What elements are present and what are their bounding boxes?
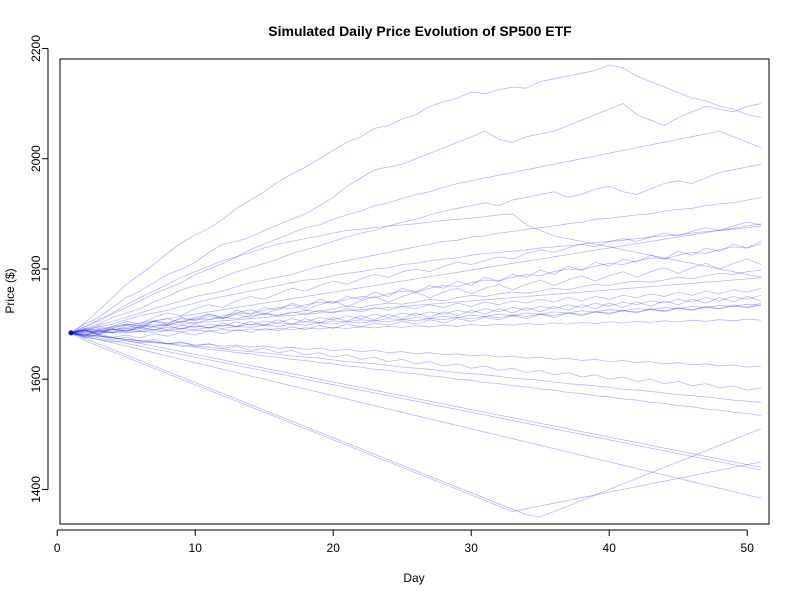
x-axis-label: Day (403, 571, 424, 585)
series-line-27 (70, 277, 762, 334)
x-tick-label: 50 (741, 541, 755, 555)
series-line-19 (70, 296, 762, 336)
x-axis: 0 10 20 30 40 50 (54, 529, 755, 555)
y-axis: 1400 1600 1800 2000 2200 (29, 35, 49, 503)
y-tick-label: 2200 (29, 35, 43, 62)
series-line-30 (70, 332, 762, 391)
series-line-10 (70, 241, 762, 337)
series-line-5 (70, 196, 762, 334)
series-line-28 (70, 332, 762, 403)
series-line-13 (70, 269, 762, 334)
series-line-17 (70, 302, 762, 339)
series-line-21 (70, 332, 762, 471)
series-line-22 (70, 332, 762, 416)
series-line-18 (70, 318, 762, 334)
chart-title: Simulated Daily Price Evolution of SP500… (268, 23, 572, 39)
series-line-26 (70, 329, 762, 468)
series-line-20 (70, 332, 762, 368)
series-line-12 (70, 258, 762, 334)
y-axis-label: Price ($) (3, 268, 17, 313)
series-line-23 (70, 332, 762, 499)
x-tick-label: 30 (465, 541, 479, 555)
start-point-marker (68, 330, 74, 336)
x-tick-label: 40 (603, 541, 617, 555)
series-line-14 (70, 287, 762, 334)
y-tick-label: 1800 (29, 255, 43, 282)
series-line-2 (70, 103, 762, 334)
series-line-11 (70, 243, 762, 336)
series-line-8 (70, 213, 762, 334)
x-tick-label: 10 (189, 541, 203, 555)
x-tick-label: 20 (327, 541, 341, 555)
series-line-29 (70, 303, 762, 334)
x-tick-label: 0 (54, 541, 61, 555)
y-tick-label: 1400 (29, 476, 43, 503)
series-line-6 (70, 225, 762, 334)
series-line-3 (70, 130, 762, 334)
series-line-16 (70, 304, 762, 335)
series-lines (68, 64, 762, 518)
series-line-24 (70, 332, 762, 518)
plot-area-border (59, 58, 770, 525)
y-tick-label: 1600 (29, 366, 43, 393)
series-line-15 (70, 295, 762, 336)
series-line-7 (70, 221, 762, 335)
series-line-4 (70, 163, 762, 334)
series-line-1 (70, 64, 762, 334)
series-line-9 (70, 223, 762, 334)
y-tick-label: 2000 (29, 145, 43, 172)
series-line-25 (70, 332, 762, 512)
